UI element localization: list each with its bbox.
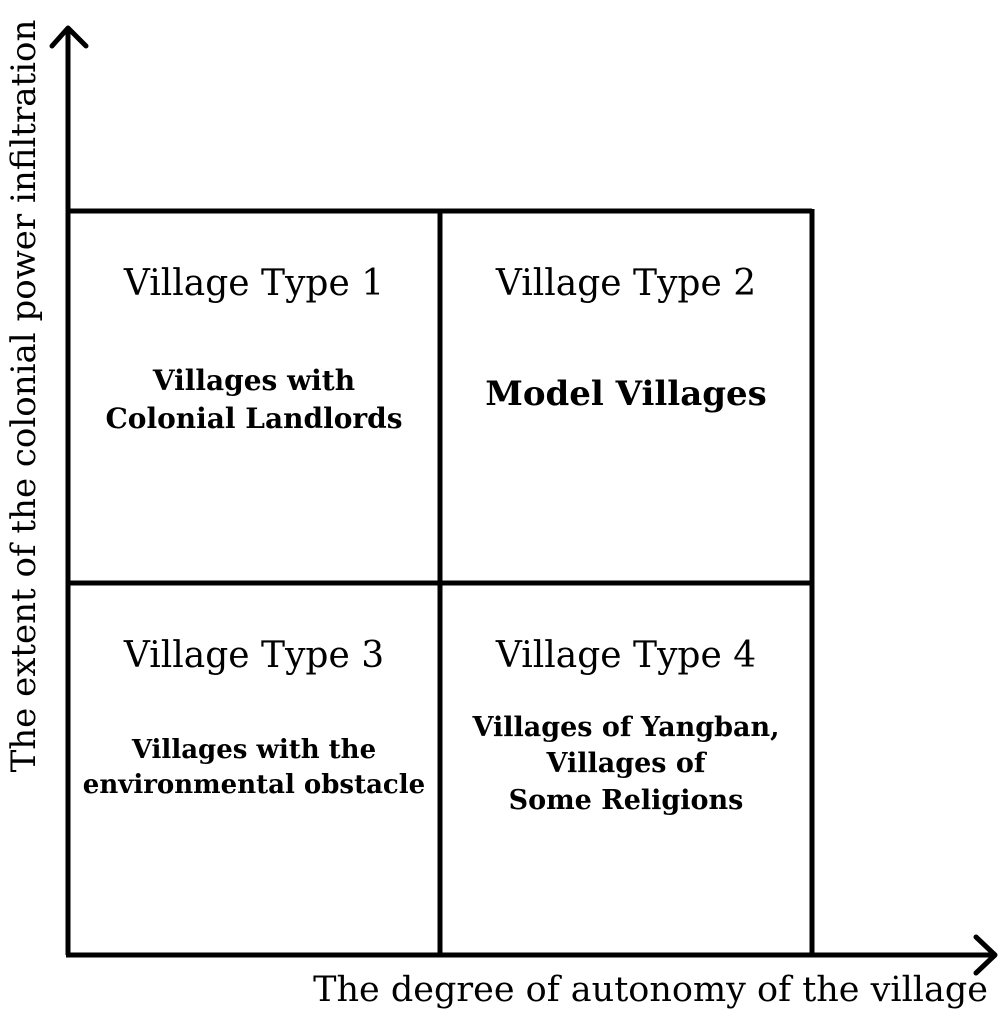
- cell-type4-title: Village Type 4: [495, 635, 757, 676]
- cell-type3-description: Villages with the environmental obstacle: [68, 733, 440, 803]
- cell-type3-line-2: environmental obstacle: [82, 770, 426, 801]
- cell-type3-title: Village Type 3: [123, 635, 385, 676]
- cell-type4-line-3: Some Religions: [508, 784, 744, 816]
- x-axis-label: The degree of autonomy of the village: [313, 970, 988, 1010]
- cell-type2-description: Model Villages: [440, 372, 812, 418]
- x-axis-arrowhead: [973, 934, 998, 976]
- y-axis-label: The extent of the colonial power infiltr…: [4, 19, 44, 773]
- cell-type3-line-1: Villages with the: [131, 735, 377, 765]
- cell-type2-line-1: Model Villages: [485, 374, 767, 414]
- cell-type1-description: Villages with Colonial Landlords: [68, 362, 440, 438]
- cell-type4-line-2: Villages of: [546, 748, 706, 780]
- cell-type1-line-1: Villages with: [152, 364, 356, 397]
- cell-type1-line-2: Colonial Landlords: [105, 401, 403, 435]
- cell-type4-description: Villages of Yangban, Villages of Some Re…: [440, 710, 812, 819]
- cell-type2-title: Village Type 2: [495, 263, 757, 304]
- cell-type4-line-1: Villages of Yangban,: [472, 712, 780, 743]
- y-axis-arrowhead: [49, 25, 89, 49]
- cell-type1-title: Village Type 1: [123, 263, 385, 304]
